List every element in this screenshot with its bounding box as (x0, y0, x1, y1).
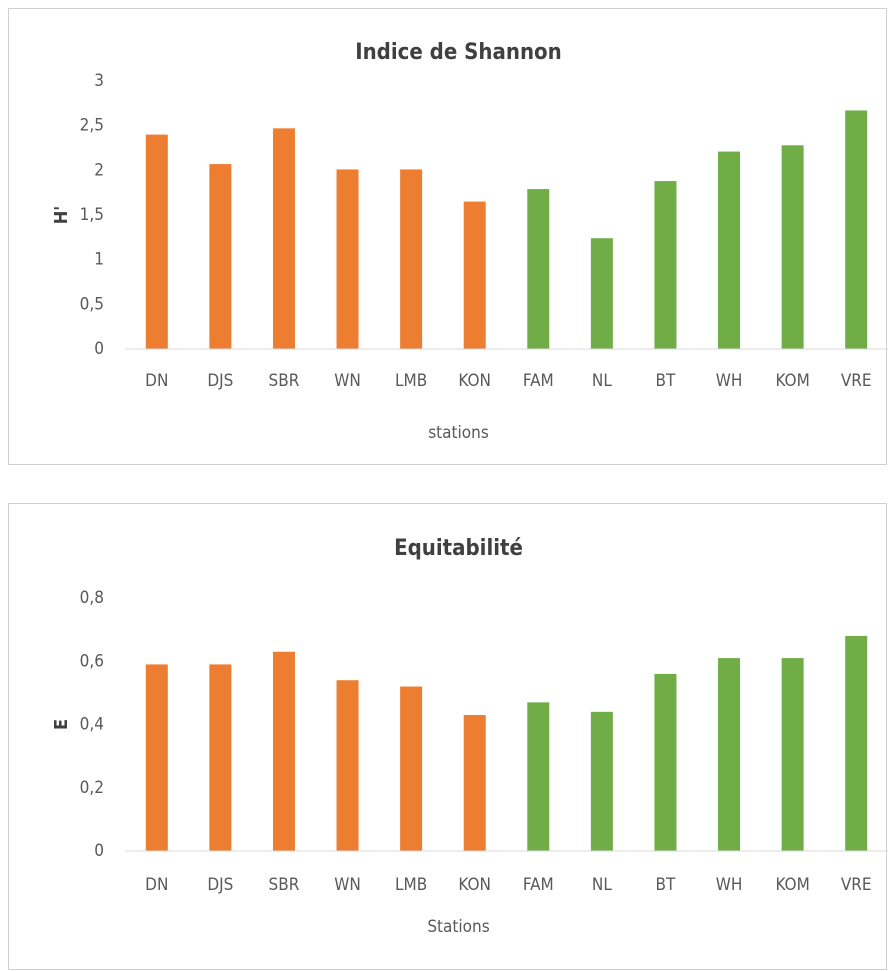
y-tick-label: 0 (94, 339, 104, 359)
x-axis-label: stations (428, 423, 489, 443)
x-tick-label: FAM (523, 875, 554, 895)
bar (654, 673, 677, 851)
x-tick-label: DJS (207, 371, 233, 391)
bar (590, 238, 613, 349)
y-tick-label: 0,6 (80, 651, 104, 671)
x-tick-label: FAM (523, 371, 554, 391)
x-tick-label: KOM (775, 875, 809, 895)
y-tick-label: 0,8 (80, 588, 104, 608)
x-tick-label: NL (592, 875, 612, 895)
bar (590, 711, 613, 851)
bar (463, 715, 486, 851)
bar (400, 169, 423, 349)
y-tick-label: 0,5 (80, 294, 104, 314)
x-axis-label: Stations (427, 917, 489, 937)
bar (654, 181, 677, 349)
bar (781, 145, 804, 349)
x-tick-label: DN (145, 371, 168, 391)
chart-title: Equitabilité (394, 536, 523, 561)
x-tick-label: BT (656, 875, 676, 895)
bar (145, 134, 168, 349)
x-tick-label: WH (716, 875, 743, 895)
y-tick-label: 3 (94, 71, 104, 91)
y-tick-label: 2 (94, 160, 104, 180)
bar (781, 658, 804, 851)
bar (209, 164, 232, 349)
bar (527, 189, 550, 349)
y-tick-label: 1,5 (80, 205, 104, 225)
y-tick-label: 0,2 (80, 778, 104, 798)
x-tick-label: BT (656, 371, 676, 391)
bar (209, 664, 232, 851)
x-tick-label: NL (592, 371, 612, 391)
x-tick-label: KOM (775, 371, 809, 391)
y-tick-label: 1 (94, 250, 104, 270)
bar (272, 651, 295, 851)
x-tick-label: SBR (269, 875, 300, 895)
chart-frame (8, 503, 887, 970)
x-tick-label: KON (458, 875, 491, 895)
bar (845, 110, 868, 349)
bar (718, 658, 741, 851)
bar (336, 680, 359, 851)
bar (272, 128, 295, 349)
x-tick-label: WH (716, 371, 743, 391)
x-tick-label: VRE (841, 875, 872, 895)
y-axis-label: H' (51, 206, 72, 225)
x-tick-label: DN (145, 875, 168, 895)
bar (718, 151, 741, 349)
bar (145, 664, 168, 851)
chart-frame (8, 8, 887, 465)
y-axis-label: E (51, 719, 72, 730)
x-tick-label: VRE (841, 371, 872, 391)
y-tick-label: 0 (94, 841, 104, 861)
y-tick-label: 2,5 (80, 116, 104, 136)
x-tick-label: WN (334, 371, 361, 391)
bar (336, 169, 359, 349)
x-tick-label: LMB (395, 371, 427, 391)
y-tick-label: 0,4 (80, 715, 104, 735)
x-tick-label: SBR (269, 371, 300, 391)
x-tick-label: DJS (207, 875, 233, 895)
bar (527, 702, 550, 851)
bar (463, 201, 486, 349)
x-tick-label: LMB (395, 875, 427, 895)
x-tick-label: WN (334, 875, 361, 895)
bar (400, 686, 423, 851)
x-tick-label: KON (458, 371, 491, 391)
chart-title: Indice de Shannon (355, 40, 562, 65)
bar (845, 635, 868, 851)
